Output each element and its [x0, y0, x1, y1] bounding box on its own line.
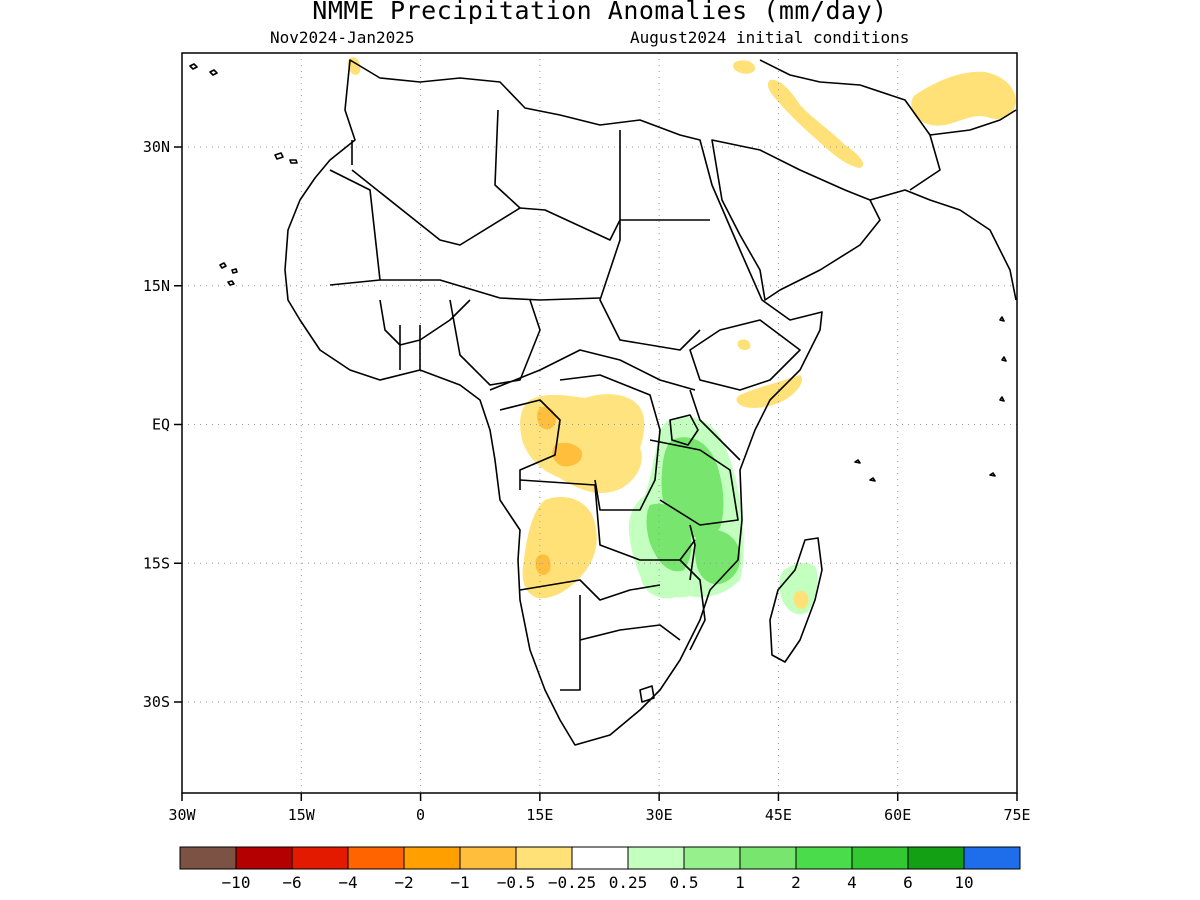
colorbar-swatch	[851, 846, 909, 870]
colorbar-swatch	[235, 846, 293, 870]
island-cape-verde	[219, 262, 238, 286]
colorbar-swatch	[291, 846, 349, 870]
colorbar-swatch	[459, 846, 517, 870]
border-north-africa	[351, 169, 710, 246]
lat-tick-label: 30N	[143, 138, 170, 156]
colorbar-label: −2	[394, 873, 413, 892]
africa-coastline	[284, 59, 823, 746]
border-tanzania	[649, 439, 739, 526]
forecast-period: Nov2024-Jan2025	[270, 28, 415, 47]
colorbar-swatch	[179, 846, 237, 870]
initial-conditions: August2024 initial conditions	[630, 28, 910, 47]
colorbar-swatch	[347, 846, 405, 870]
lat-tick-label: 15N	[143, 277, 170, 295]
arabia-coastline	[711, 139, 881, 301]
lat-tick-label: EQ	[152, 416, 170, 434]
border-drc	[559, 374, 661, 511]
dry-region-gabon	[537, 406, 556, 430]
lon-tick-label: 30E	[646, 806, 673, 824]
lat-tick-label: 30S	[143, 693, 170, 711]
island-canaries	[274, 152, 298, 164]
border-libya-sudan	[599, 130, 701, 351]
map-title: NMME Precipitation Anomalies (mm/day)	[312, 0, 888, 25]
colorbar-label: −0.25	[548, 873, 596, 892]
lon-tick-label: 30W	[168, 806, 196, 824]
border-ethiopia	[689, 319, 801, 391]
island-maldives	[999, 316, 1007, 402]
border-congo	[499, 399, 561, 490]
colorbar	[179, 846, 1021, 870]
colorbar-label: −1	[450, 873, 469, 892]
dry-region-mediterranean	[347, 57, 361, 75]
colorbar-label: 1	[735, 873, 745, 892]
lon-tick-label: 0	[416, 806, 425, 824]
colorbar-swatch	[963, 846, 1021, 870]
colorbar-swatch	[571, 846, 629, 870]
dry-region-central-africa	[520, 394, 645, 494]
dry-region-north-coast	[733, 60, 756, 74]
map-frame	[181, 52, 1018, 794]
lake-victoria	[669, 414, 699, 446]
dry-region-angola-core	[535, 554, 551, 576]
border-algeria	[494, 109, 521, 209]
anomaly-shading	[347, 57, 1016, 615]
wet-region-south-zambezi	[640, 568, 681, 599]
colorbar-swatch	[907, 846, 965, 870]
border-south-africa	[579, 624, 681, 641]
border-angola-zambia	[519, 479, 696, 561]
colorbar-swatch	[403, 846, 461, 870]
wet-region-malawi	[646, 503, 692, 572]
country-borders	[189, 59, 1017, 746]
colorbar-label: −0.5	[497, 873, 536, 892]
border-sahel	[329, 279, 601, 301]
colorbar-label: 2	[791, 873, 801, 892]
dry-region-red-sea	[767, 79, 864, 168]
border-east-africa	[689, 389, 741, 461]
dry-spot-madagascar	[793, 590, 809, 610]
colorbar-swatch	[683, 846, 741, 870]
latitude-axis: 30N 15N EQ 15S 30S	[143, 138, 182, 711]
colorbar-label: 10	[954, 873, 973, 892]
colorbar-label: −4	[338, 873, 357, 892]
lon-tick-label: 60E	[884, 806, 911, 824]
colorbar-label: 6	[903, 873, 913, 892]
dry-region-iran	[911, 71, 1016, 126]
colorbar-label: 0.25	[609, 873, 648, 892]
colorbar-labels: −10 −6 −4 −2 −1 −0.5 −0.25 0.25 0.5 1 2 4 6 10	[222, 873, 974, 892]
colorbar-swatch	[739, 846, 797, 870]
colorbar-swatch	[795, 846, 853, 870]
lat-tick-label: 15S	[143, 554, 170, 572]
longitude-axis: 30W 15W 0 15E 30E 45E 60E 75E	[168, 793, 1031, 824]
border-lake-malawi	[689, 524, 696, 581]
island-seychelles	[854, 459, 996, 482]
border-nigeria	[449, 299, 541, 386]
lon-tick-label: 15W	[288, 806, 316, 824]
colorbar-label: −6	[282, 873, 301, 892]
madagascar-outline	[769, 537, 823, 663]
dry-spot-ethiopia	[737, 339, 751, 351]
asia-north-border	[759, 59, 941, 191]
island-azores	[189, 63, 218, 76]
colorbar-swatch	[627, 846, 685, 870]
border-botswana	[560, 595, 581, 691]
lon-tick-label: 45E	[765, 806, 792, 824]
asia-coastline	[869, 189, 1017, 301]
lesotho	[639, 685, 655, 703]
dry-region-congo-core	[552, 442, 583, 467]
colorbar-swatch	[515, 846, 573, 870]
border-central	[489, 349, 696, 391]
border-namibia	[519, 579, 661, 601]
lon-tick-label: 15E	[526, 806, 553, 824]
iran-border	[929, 109, 1017, 136]
colorbar-label: 0.5	[670, 873, 699, 892]
lon-tick-label: 75E	[1003, 806, 1030, 824]
border-mauritania	[329, 169, 381, 281]
border-mozambique	[679, 559, 706, 651]
colorbar-label: −10	[222, 873, 251, 892]
colorbar-label: 4	[847, 873, 857, 892]
